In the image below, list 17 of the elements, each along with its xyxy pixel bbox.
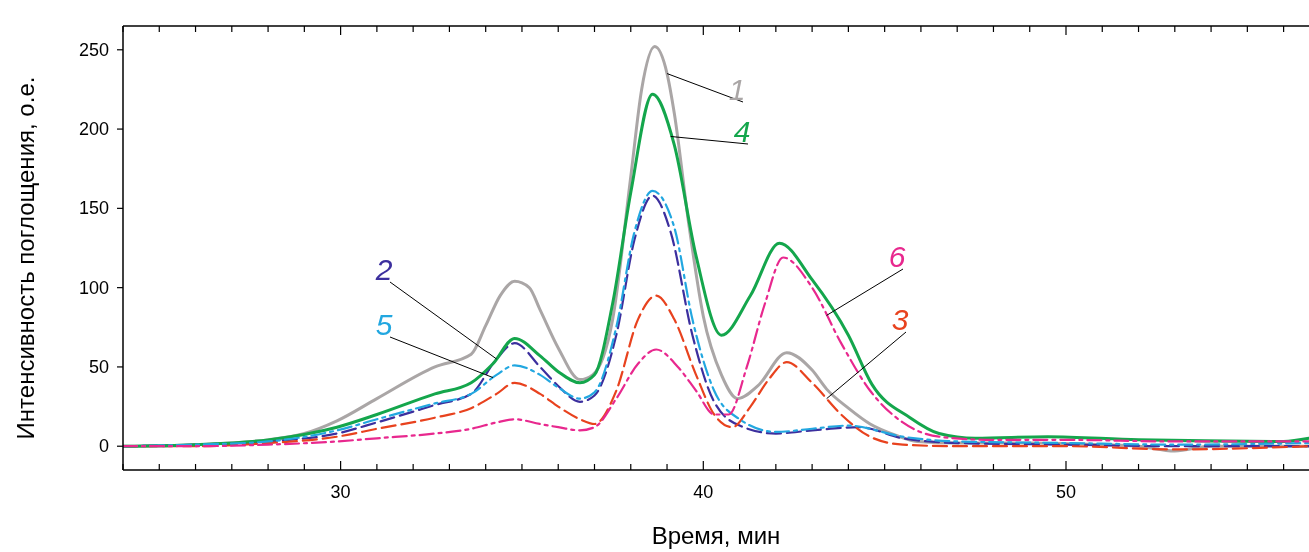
y-tick-label: 100 (78, 277, 109, 298)
y-tick-label: 150 (78, 198, 109, 219)
x-tick-label: 50 (1055, 482, 1077, 502)
series-label: 1 (728, 73, 746, 106)
y-axis-title: Интенсивность поглощения, о.е. (12, 76, 39, 440)
y-tick-label: 250 (78, 39, 109, 60)
x-tick-label: 30 (330, 482, 351, 502)
text: 5 (375, 308, 393, 341)
x-tick-label: 40 (693, 482, 714, 502)
y-tick-label: 50 (88, 356, 109, 377)
text: 2 (374, 253, 393, 286)
y-tick-label: 0 (98, 436, 109, 457)
text: 6 (888, 240, 906, 273)
x-axis-title: Время, мин (651, 522, 781, 549)
y-tick-label: 200 (78, 119, 109, 140)
series-label: 4 (733, 115, 751, 148)
text: 3 (891, 303, 909, 336)
